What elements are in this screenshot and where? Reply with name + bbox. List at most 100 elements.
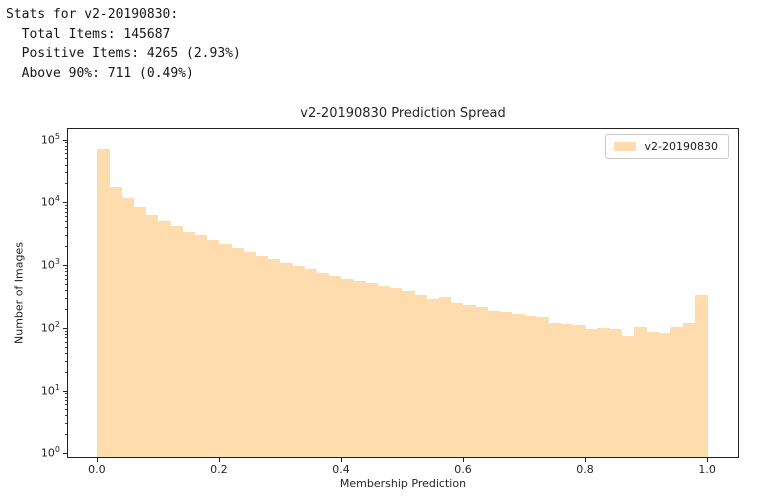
y-minor-tick	[65, 158, 67, 160]
y-minor-tick	[65, 149, 67, 151]
stats-block: Stats for v2-20190830: Total Items: 1456…	[6, 5, 241, 83]
histogram-bar	[255, 255, 269, 457]
y-minor-tick	[65, 434, 67, 436]
legend-swatch	[613, 142, 636, 151]
histogram-bar	[96, 149, 110, 457]
y-tick	[63, 265, 67, 266]
histogram-bar	[194, 235, 208, 457]
histogram-bar	[365, 282, 379, 457]
histogram-bar	[511, 314, 525, 457]
y-tick-label: 101	[40, 382, 60, 398]
y-minor-tick	[65, 371, 67, 373]
y-minor-tick	[65, 221, 67, 223]
histogram-bar	[304, 268, 318, 457]
histogram-bar	[597, 328, 610, 457]
y-minor-tick	[65, 415, 67, 417]
y-minor-tick	[65, 289, 67, 291]
histogram-bar	[316, 272, 330, 457]
y-minor-tick	[65, 330, 67, 332]
y-minor-tick	[65, 360, 67, 362]
histogram-bar	[267, 258, 281, 457]
histogram-bar	[414, 295, 427, 457]
y-minor-tick	[65, 400, 67, 402]
histogram-bar	[609, 328, 623, 457]
histogram-bar	[475, 307, 488, 457]
y-minor-tick	[65, 404, 67, 406]
x-tick-label: 0.6	[454, 463, 472, 476]
y-minor-tick	[65, 216, 67, 218]
histogram-bar	[218, 244, 232, 457]
y-minor-tick	[65, 246, 67, 248]
histogram-bar	[487, 311, 501, 457]
x-tick	[585, 458, 586, 462]
histogram-bar	[377, 285, 391, 457]
y-tick	[63, 327, 67, 329]
y-minor-tick	[65, 337, 67, 339]
histogram-bar	[426, 299, 440, 457]
legend-label: v2-20190830	[644, 140, 718, 153]
histogram-bar	[231, 248, 244, 457]
histogram-bar	[450, 302, 464, 457]
histogram-bar	[292, 265, 305, 457]
stats-line-above90: Above 90%: 711 (0.49%)	[6, 65, 194, 81]
histogram-bar	[560, 323, 574, 457]
histogram-bar	[670, 327, 684, 457]
histogram-bar	[133, 207, 147, 457]
y-minor-tick	[65, 212, 67, 213]
histogram-bar	[109, 187, 122, 457]
histogram-bar	[572, 324, 586, 457]
y-tick	[63, 202, 67, 204]
histogram-bar	[548, 322, 562, 457]
x-tick-label: 0.2	[210, 463, 228, 476]
y-minor-tick	[65, 297, 67, 299]
x-tick	[218, 458, 220, 462]
histogram-bar	[157, 220, 171, 457]
histogram-bar	[206, 240, 220, 457]
y-minor-tick	[65, 153, 67, 155]
plot-area: v2-20190830	[67, 128, 739, 458]
histogram-bar	[682, 322, 696, 457]
histogram-bar	[585, 329, 598, 457]
x-tick-label: 0.4	[332, 463, 350, 476]
y-minor-tick	[65, 145, 67, 147]
y-minor-tick	[65, 183, 67, 185]
histogram-bar	[621, 336, 635, 457]
histogram-bar	[658, 333, 671, 457]
x-tick	[463, 458, 464, 462]
y-tick-label: 104	[40, 194, 60, 209]
histogram-bar	[353, 280, 366, 457]
y-minor-tick	[65, 308, 67, 310]
y-tick	[63, 453, 67, 455]
y-tick	[63, 390, 67, 392]
y-minor-tick	[65, 235, 67, 236]
histogram-bar	[182, 231, 196, 457]
y-minor-tick	[65, 274, 67, 276]
y-tick-label: 100	[40, 445, 60, 460]
histogram-bar	[438, 297, 452, 457]
histogram-bar	[328, 275, 342, 457]
histogram-bar	[243, 251, 257, 457]
y-minor-tick	[65, 205, 67, 207]
stats-line-total: Total Items: 145687	[6, 26, 171, 42]
histogram-bar	[145, 215, 159, 457]
histogram-bar	[340, 279, 354, 457]
histogram-bar	[463, 305, 476, 457]
histogram-bar	[121, 198, 135, 457]
y-minor-tick	[65, 172, 67, 174]
histogram-bar	[694, 294, 708, 457]
y-minor-tick	[65, 208, 67, 210]
histogram-bar	[170, 225, 183, 457]
y-tick-label: 103	[40, 257, 60, 272]
y-minor-tick	[65, 352, 67, 354]
y-minor-tick	[65, 341, 67, 343]
histogram-bar	[499, 312, 513, 457]
y-minor-tick	[65, 396, 67, 398]
y-minor-tick	[65, 164, 67, 166]
y-minor-tick	[65, 333, 67, 335]
y-minor-tick	[65, 271, 67, 273]
histogram-bar	[389, 287, 403, 457]
histogram-bar	[524, 315, 537, 457]
x-tick-label: 0.0	[88, 463, 106, 476]
y-minor-tick	[65, 227, 67, 229]
y-minor-tick	[65, 283, 67, 285]
